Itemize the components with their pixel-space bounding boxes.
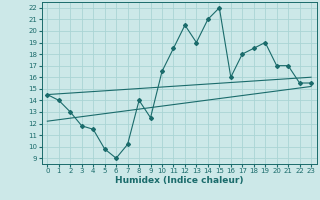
X-axis label: Humidex (Indice chaleur): Humidex (Indice chaleur) (115, 176, 244, 185)
